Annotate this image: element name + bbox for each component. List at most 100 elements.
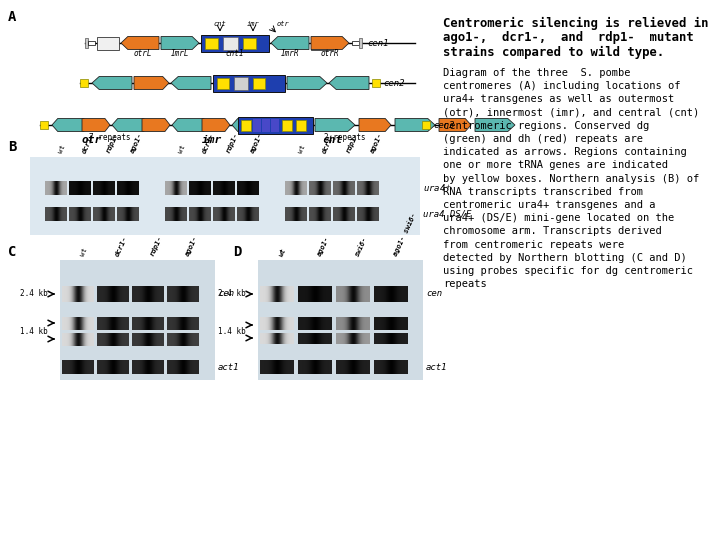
Bar	[382, 286, 383, 302]
Bar	[153, 360, 154, 374]
Bar	[144, 317, 145, 330]
Bar	[121, 360, 122, 374]
Bar	[113, 360, 114, 374]
Bar	[149, 286, 150, 302]
Bar	[312, 207, 313, 221]
Bar	[314, 317, 315, 330]
Bar	[398, 317, 399, 330]
Bar	[187, 286, 188, 302]
Bar	[355, 286, 356, 302]
Bar	[277, 317, 278, 330]
Bar	[85, 207, 86, 221]
Text: rdp1-: rdp1-	[149, 235, 163, 257]
Bar	[278, 333, 279, 344]
Bar	[66, 317, 67, 330]
Bar	[362, 286, 363, 302]
Bar	[309, 317, 310, 330]
Bar	[128, 360, 129, 374]
Bar	[113, 333, 114, 346]
Bar	[300, 207, 301, 221]
Bar	[202, 181, 203, 195]
Bar	[89, 360, 90, 374]
Bar	[88, 207, 89, 221]
Bar	[329, 286, 330, 302]
Bar	[97, 333, 98, 346]
Bar	[66, 286, 67, 302]
Bar	[368, 317, 369, 330]
Bar	[197, 181, 198, 195]
Bar	[155, 360, 156, 374]
Bar	[223, 37, 238, 50]
Bar	[280, 286, 281, 302]
Bar	[63, 360, 64, 374]
Bar	[263, 360, 264, 374]
Bar	[135, 181, 136, 195]
Bar	[363, 360, 364, 374]
Bar	[145, 333, 146, 346]
Bar	[244, 207, 245, 221]
Bar	[111, 333, 112, 346]
Bar	[123, 207, 124, 221]
Bar	[163, 317, 164, 330]
Bar	[316, 286, 317, 302]
Bar	[93, 333, 94, 346]
Bar	[360, 360, 361, 374]
Bar	[290, 181, 291, 195]
Bar	[138, 286, 139, 302]
Bar	[302, 333, 303, 344]
Bar	[202, 207, 203, 221]
Bar	[238, 117, 313, 133]
Bar	[276, 360, 277, 374]
Bar	[156, 360, 157, 374]
Bar	[101, 286, 102, 302]
Bar	[109, 181, 110, 195]
Bar	[66, 333, 67, 346]
Bar	[299, 181, 300, 195]
Bar	[250, 181, 251, 195]
Bar	[343, 333, 344, 344]
Text: by yellow boxes. Northern analysis (B) of: by yellow boxes. Northern analysis (B) o…	[443, 173, 699, 184]
Bar	[314, 286, 315, 302]
Bar	[316, 317, 317, 330]
Bar	[179, 207, 180, 221]
Bar	[316, 181, 317, 195]
Bar	[92, 333, 93, 346]
Bar	[40, 121, 48, 129]
Bar	[179, 360, 180, 374]
Bar	[293, 286, 294, 302]
Bar	[124, 286, 125, 302]
Bar	[254, 181, 255, 195]
Bar	[338, 360, 339, 374]
Text: B: B	[8, 140, 17, 154]
Text: imr: imr	[247, 21, 259, 26]
Bar	[65, 333, 66, 346]
Bar	[154, 317, 155, 330]
Bar	[143, 317, 144, 330]
Bar	[325, 317, 326, 330]
Bar	[262, 360, 263, 374]
Bar	[280, 333, 281, 344]
Bar	[176, 181, 177, 195]
Bar	[97, 207, 98, 221]
Bar	[319, 360, 320, 374]
Bar	[104, 333, 105, 346]
Bar	[64, 333, 65, 346]
Bar	[287, 286, 288, 302]
Bar	[159, 333, 160, 346]
Bar	[147, 286, 148, 302]
Bar	[112, 207, 113, 221]
Bar	[292, 317, 293, 330]
Bar	[380, 360, 381, 374]
Bar	[64, 286, 65, 302]
Bar	[167, 333, 168, 346]
Bar	[340, 317, 341, 330]
Bar	[74, 317, 75, 330]
Bar	[305, 286, 306, 302]
Bar	[121, 181, 122, 195]
Bar	[162, 286, 163, 302]
Bar	[88, 181, 89, 195]
Bar	[312, 360, 313, 374]
Bar	[93, 286, 94, 302]
Text: rdp1-: rdp1-	[225, 132, 240, 154]
Bar	[287, 360, 288, 374]
